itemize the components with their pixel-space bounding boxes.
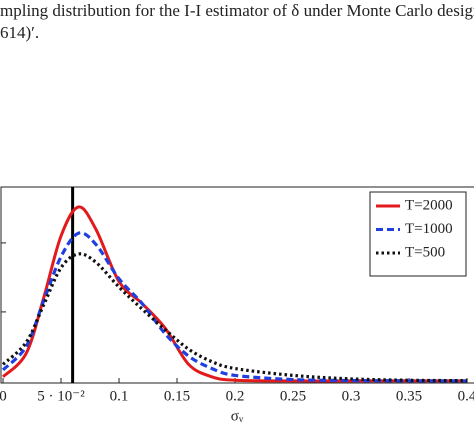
series-line bbox=[1, 252, 468, 383]
caption-line: 614)′. bbox=[0, 23, 39, 42]
x-axis-label: σᵥ bbox=[231, 408, 244, 424]
x-tick-label: 5 · 10⁻² bbox=[37, 388, 85, 404]
plot-frame bbox=[0, 186, 474, 384]
legend-label: T=1000 bbox=[405, 221, 453, 237]
x-tick-label: 0.35 bbox=[396, 388, 422, 404]
x-tick-label: 0 bbox=[0, 388, 7, 404]
legend-label: T=2000 bbox=[405, 197, 453, 213]
x-tick-label: 0.3 bbox=[342, 388, 361, 404]
x-tick-label: 0.2 bbox=[226, 388, 245, 404]
x-tick-label: 0.4 bbox=[458, 388, 474, 404]
caption-line: mpling distribution for the I-I estimato… bbox=[0, 1, 474, 20]
x-tick-label: 0.1 bbox=[110, 388, 129, 404]
x-tick-label: 0.15 bbox=[164, 388, 190, 404]
legend-label: T=500 bbox=[405, 244, 445, 260]
x-tick-label: 0.25 bbox=[280, 388, 306, 404]
